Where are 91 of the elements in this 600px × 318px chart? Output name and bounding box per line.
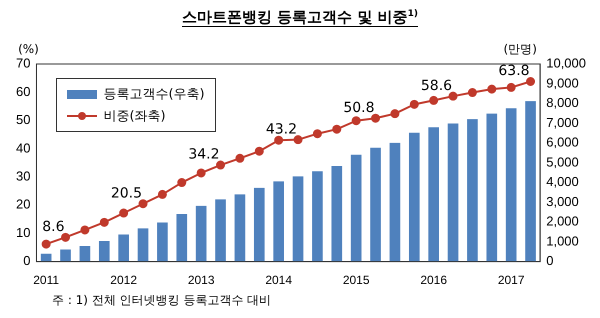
data-label: 34.2 [188,146,220,163]
y2-tick-label: 3,000 [546,194,579,209]
bar [390,142,400,262]
point [138,199,148,208]
bar [80,246,90,262]
bar [118,234,129,262]
bar [234,194,246,262]
point [506,82,516,92]
y2-axis-title: (만명) [504,42,537,56]
point [390,109,400,118]
x-tick-label: 2014 [265,273,292,288]
y-tick-label: 60 [16,84,30,99]
chart-title: 스마트폰뱅킹 등록고객수 및 비중$^{1)}$ [182,8,418,27]
bar [196,206,206,262]
bar [428,127,439,262]
point [254,146,264,156]
point [487,84,496,94]
bar [254,188,265,262]
point [371,114,380,123]
legend-label: 등록고객수(우축) [103,86,205,103]
bar [350,154,362,262]
bar [448,123,458,262]
bar [157,222,168,262]
y-tick-label: 10 [16,224,30,240]
bar [176,214,188,262]
y-tick-label: 40 [16,140,30,156]
point [468,88,477,98]
y-tick-label: 50 [16,112,30,128]
y-tick-label: 0 [23,253,30,268]
point [312,129,322,138]
y-axis-title: (%) [18,42,39,56]
bar [331,166,342,262]
y2-tick-label: 1,000 [546,233,579,248]
y2-tick-label: 4,000 [546,174,579,190]
y2-tick-label: 5,000 [546,154,579,170]
legend-label: 비중(좌축) [103,108,166,125]
x-tick-label: 2013 [188,273,215,288]
bar [60,250,71,262]
x-tick-label: 2012 [110,273,138,288]
point [61,232,70,242]
point [235,154,244,163]
point [196,168,206,178]
bar [506,108,517,262]
point [448,92,458,101]
bar [98,241,110,262]
text: 주 : 1) 전체 인터넷뱅킹 등록고객수 대비 [52,292,272,309]
point [158,190,167,199]
bar [408,132,420,262]
y-tick-label: 70 [16,56,30,71]
data-label: 8.6 [42,218,65,235]
y-tick-label: 20 [16,196,30,212]
y2-tick-label: 7,000 [546,114,579,130]
y2-tick-label: 10,000 [546,56,586,71]
point [119,208,128,218]
y2-tick-label: 9,000 [546,75,579,90]
point [177,178,186,188]
data-label: 43.2 [266,121,298,138]
bar [273,181,284,262]
x-tick-label: 2011 [33,273,60,288]
point [526,77,536,86]
bar [40,254,52,262]
bar [370,148,381,262]
point [332,124,342,134]
y2-tick-label: 0 [546,253,554,268]
point [100,218,109,227]
bar [292,176,304,262]
bar [312,171,323,262]
y-tick-label: 30 [16,168,30,184]
y2-tick-label: 8,000 [546,95,579,110]
point [294,135,303,144]
point [429,96,438,105]
bar [215,199,226,262]
point [352,116,361,126]
bar [525,101,536,262]
data-label: 50.8 [343,100,375,116]
y2-tick-label: 2,000 [546,214,579,229]
point [216,160,226,170]
data-label: 20.5 [110,185,142,202]
point [410,100,419,109]
point [80,225,90,234]
data-label: 58.6 [420,78,452,94]
bar [467,119,478,262]
x-tick-label: 2017 [498,273,525,288]
point [42,240,51,249]
x-tick-label: 2016 [420,273,448,288]
y2-tick-label: 6,000 [546,134,579,150]
x-tick-label: 2015 [342,273,370,288]
bar [138,228,148,262]
bar [486,114,498,262]
point [274,136,284,145]
data-label: 63.8 [498,63,530,80]
